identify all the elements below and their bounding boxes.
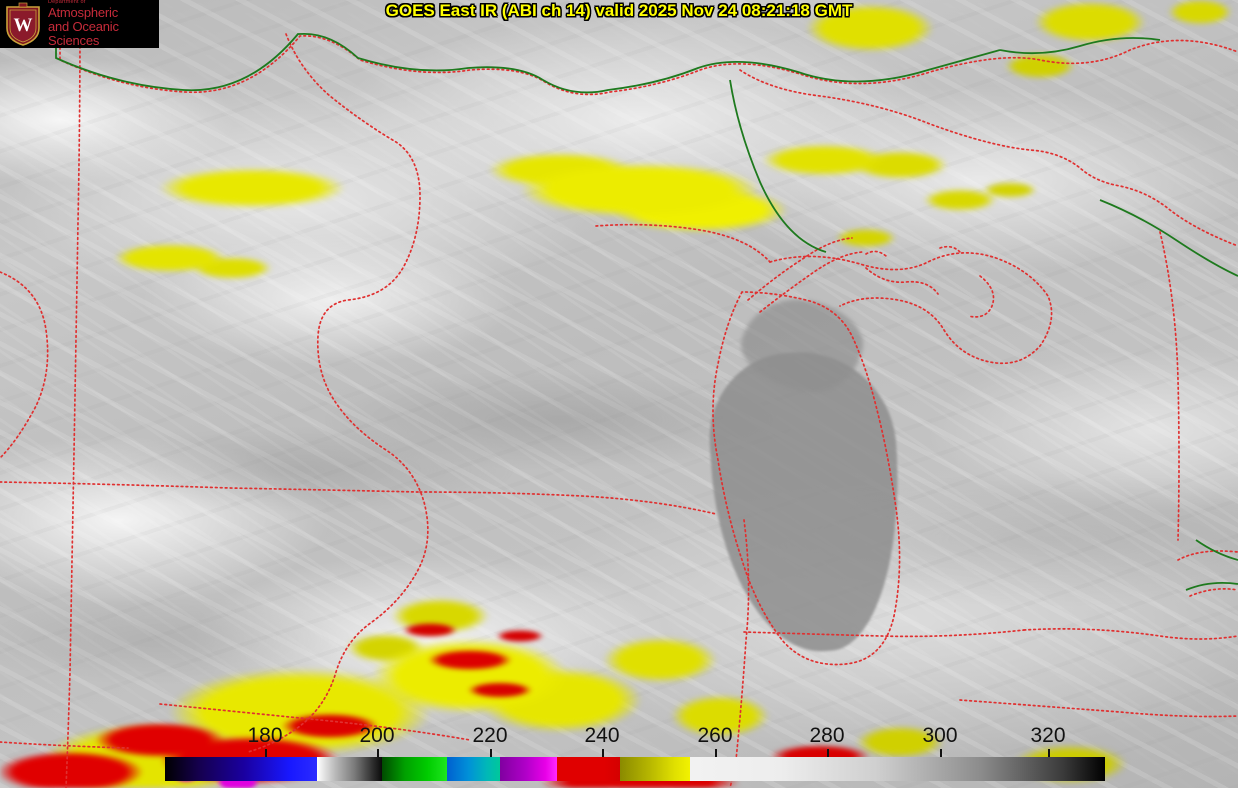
- colorbar[interactable]: [165, 757, 1105, 781]
- colorbar-segment-green-ramp: [382, 757, 447, 781]
- uw-crest-svg: W: [6, 2, 40, 46]
- colorbar-segment-white-to-black: [690, 757, 1105, 781]
- colorbar-segment-black-to-blue: [165, 757, 317, 781]
- logo-name-line-1: Atmospheric: [48, 5, 119, 21]
- international-boundaries: [55, 16, 1238, 591]
- logo-department-line: Department of: [48, 0, 86, 5]
- colorbar-segment-red: [557, 757, 620, 781]
- logo-name-line-2: and Oceanic Sciences: [48, 19, 119, 49]
- svg-text:W: W: [14, 15, 33, 36]
- aos-logo: W Department of Atmospheric and Oceanic …: [0, 0, 159, 48]
- aos-logo-text: Department of Atmospheric and Oceanic Sc…: [48, 0, 159, 48]
- colorbar-segment-blue-cyan: [447, 757, 500, 781]
- colorbar-segment-olive-yellow: [620, 757, 690, 781]
- state-boundaries: [0, 17, 1238, 788]
- colorbar-segment-grey-ramp: [316, 757, 382, 781]
- colorbar-segment-purple-magenta: [500, 757, 557, 781]
- uw-crest-icon: W: [3, 2, 43, 46]
